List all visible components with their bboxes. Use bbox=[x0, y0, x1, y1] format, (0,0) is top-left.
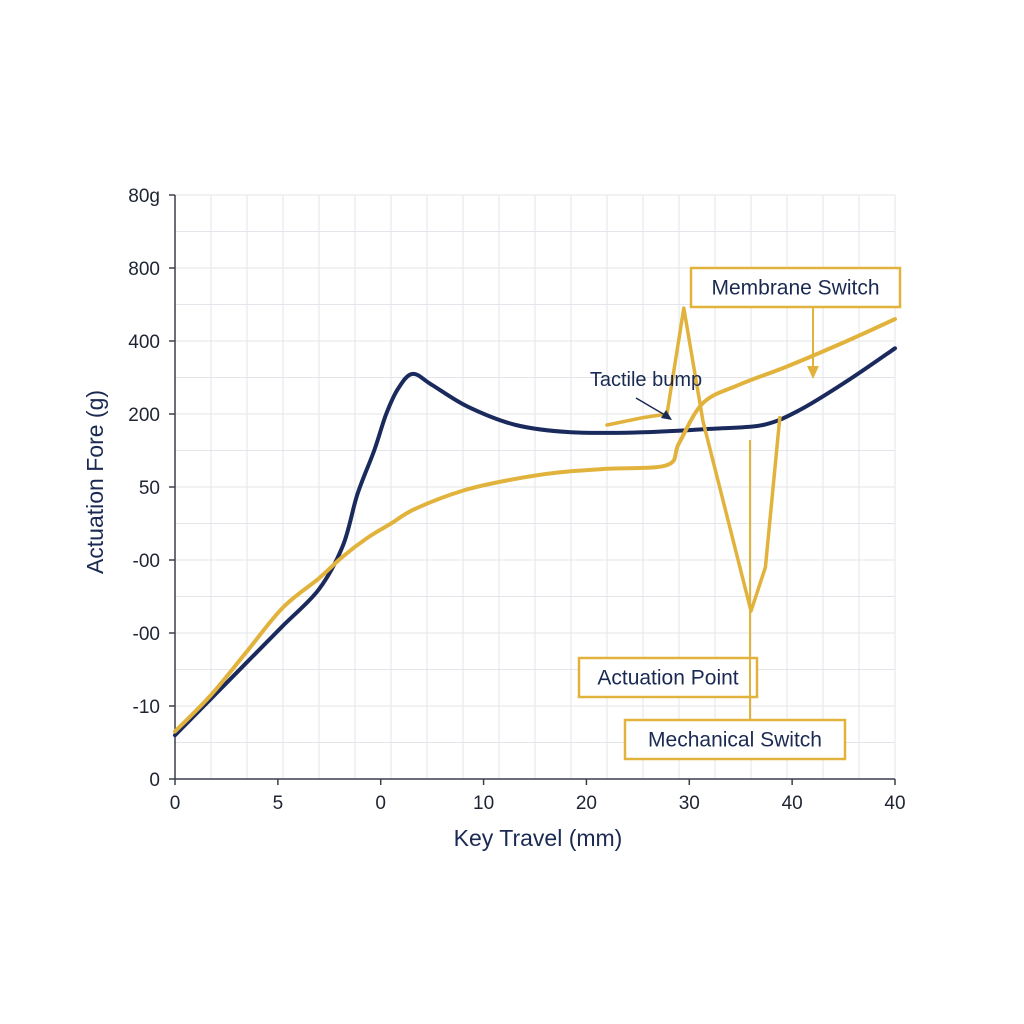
x-tick-label: 5 bbox=[273, 793, 284, 814]
y-tick-label: -00 bbox=[133, 624, 160, 645]
series-line-membrane-switch bbox=[173, 317, 897, 734]
y-tick-labels: 0 -10 -00 -00 50 200 400 800 80g bbox=[128, 186, 160, 791]
actuation-point-annotation-label: Actuation Point bbox=[597, 667, 738, 690]
membrane-switch-annotation-label: Membrane Switch bbox=[711, 277, 879, 300]
membrane-switch-annotation-box bbox=[689, 266, 902, 309]
y-tick-label: 0 bbox=[149, 770, 160, 791]
y-tick-label: -10 bbox=[133, 697, 160, 718]
x-tick-label: 0 bbox=[170, 793, 181, 814]
series-lines bbox=[173, 306, 897, 738]
y-tick-label: 50 bbox=[139, 478, 160, 499]
x-tick-label: 40 bbox=[782, 793, 803, 814]
x-tick-label: 20 bbox=[576, 793, 597, 814]
series-line-actuation-point bbox=[605, 306, 782, 613]
y-tick-label: -00 bbox=[133, 551, 160, 572]
y-tick-label: 80g bbox=[128, 186, 160, 207]
x-tick-label: 30 bbox=[679, 793, 700, 814]
axes bbox=[169, 194, 896, 785]
y-axis-title: Actuation Fore (g) bbox=[82, 390, 108, 574]
membrane-switch-pointer-head bbox=[807, 366, 819, 379]
y-tick-label: 200 bbox=[128, 405, 160, 426]
annotations: Tactile bump Membrane Switch Actuation Poi… bbox=[577, 266, 902, 761]
tactile-bump-arrowhead bbox=[661, 410, 672, 420]
y-tick-label: 400 bbox=[128, 332, 160, 353]
actuation-point-annotation-box bbox=[577, 656, 759, 699]
x-tick-label: 0 bbox=[375, 793, 386, 814]
mechanical-switch-annotation-label: Mechanical Switch bbox=[648, 729, 822, 752]
tactile-bump-label: Tactile bump bbox=[590, 369, 702, 391]
y-tick-label: 800 bbox=[128, 259, 160, 280]
x-tick-labels: 0 5 0 10 20 30 40 40 bbox=[170, 793, 906, 814]
series-line-mechanical-switch bbox=[173, 346, 897, 738]
mechanical-switch-annotation-box bbox=[623, 718, 847, 761]
x-tick-label: 40 bbox=[884, 793, 905, 814]
x-tick-label: 10 bbox=[473, 793, 494, 814]
x-axis-title: Key Travel (mm) bbox=[454, 825, 623, 851]
